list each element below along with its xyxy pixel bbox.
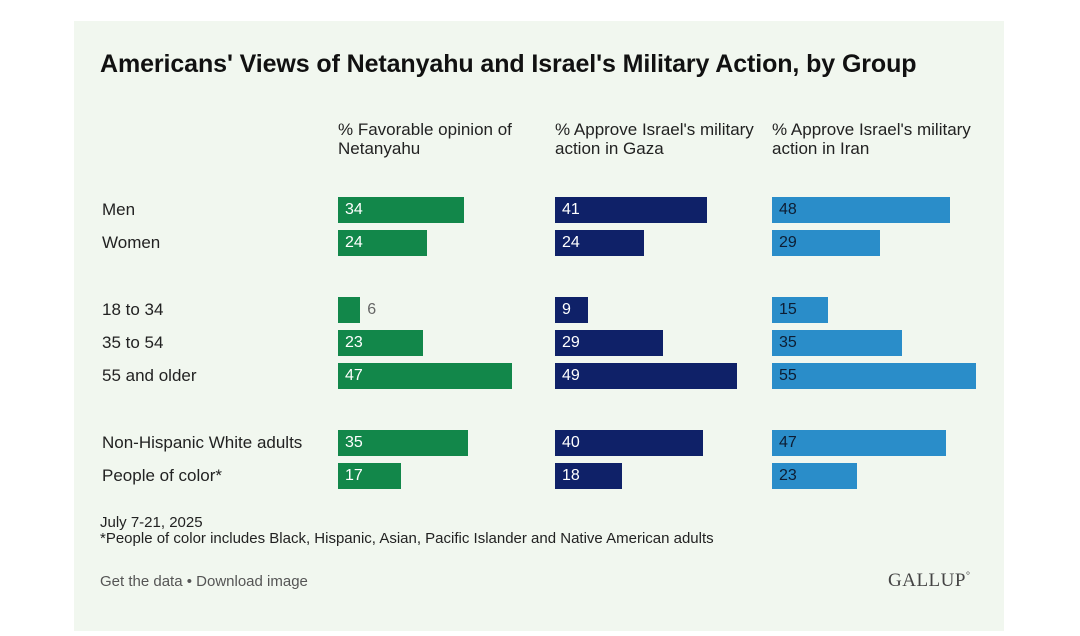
bar-value-label: 24 [345,234,363,251]
bar [338,297,361,323]
bar-value-label: 24 [562,234,580,251]
bar-value-label: 9 [562,301,571,318]
logo-mark: ° [965,570,971,582]
footer-separator: • [182,573,197,590]
bar-value-label: 48 [779,201,797,218]
bar-value-label: 49 [562,367,580,384]
bar [555,463,622,489]
row-label: 55 and older [102,366,197,385]
bar [772,197,951,223]
get-data-link[interactable]: Get the data [100,573,183,590]
column-header-1: % Favorable opinion of Netanyahu [338,120,512,158]
bar [555,430,704,456]
bar-value-label: 47 [345,367,363,384]
bar-value-label: 6 [367,301,377,318]
bar [555,363,737,389]
bar [772,363,976,389]
bar [772,230,880,256]
bar-value-label: 23 [345,334,363,351]
bar [772,297,828,323]
bar [338,430,468,456]
bar-value-label: 41 [562,201,580,218]
bar [555,197,708,223]
row-label: 18 to 34 [102,300,164,319]
bar-value-label: 34 [345,201,363,218]
row-label: Men [102,200,136,219]
column-header-3: % Approve Israel's military action in Ir… [772,120,971,158]
bar [338,363,513,389]
bar [555,297,589,323]
bar-value-label: 23 [779,467,797,484]
row-label: People of color* [102,466,223,485]
logo-text: GALLUP [888,570,966,591]
row-label: Non-Hispanic White adults [102,433,303,452]
bar-value-label: 29 [779,234,797,251]
bar-value-label: 55 [779,367,797,384]
bar-value-label: 15 [779,301,797,318]
bar-value-label: 40 [562,434,580,451]
download-image-link[interactable]: Download image [196,573,308,590]
bar [338,463,402,489]
bar [772,463,858,489]
bar [338,197,465,223]
chart-card [74,21,1004,631]
bar [772,330,902,356]
bar-value-label: 18 [562,467,580,484]
bar [338,230,428,256]
bar-value-label: 35 [345,434,363,451]
gallup-logo[interactable]: GALLUP° [888,570,970,592]
row-label: Women [102,233,161,252]
chart-title: Americans' Views of Netanyahu and Israel… [100,50,917,78]
bar-value-label: 29 [562,334,580,351]
column-header-2: % Approve Israel's military action in Ga… [555,120,754,158]
bar-value-label: 35 [779,334,797,351]
bar [338,330,424,356]
survey-date: July 7-21, 2025 [100,514,203,531]
bar [772,430,947,456]
bar [555,230,645,256]
bar-value-label: 47 [779,434,797,451]
row-label: 35 to 54 [102,333,164,352]
bar-value-label: 17 [345,467,363,484]
footer-links: Get the data • Download image [100,573,308,590]
footnote: *People of color includes Black, Hispani… [100,530,714,547]
bar [555,330,663,356]
